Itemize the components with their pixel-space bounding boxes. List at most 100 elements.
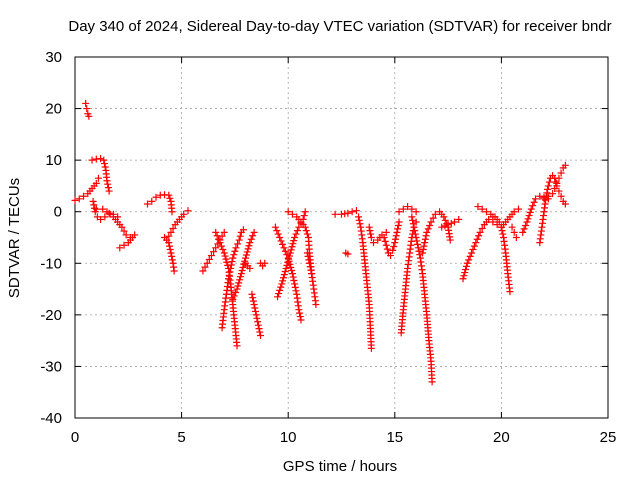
series-t35 <box>519 192 552 236</box>
data-point <box>271 223 279 231</box>
data-point <box>275 290 283 298</box>
data-point <box>468 249 476 257</box>
data-point <box>465 256 473 264</box>
data-point <box>288 243 296 251</box>
x-tick-label: 25 <box>600 429 617 446</box>
data-point <box>246 239 254 247</box>
data-point <box>553 179 561 187</box>
data-point <box>168 252 176 260</box>
data-point <box>103 177 111 185</box>
series-t23 <box>355 213 375 352</box>
data-point <box>408 213 416 221</box>
data-point <box>514 205 522 213</box>
data-point <box>555 187 563 195</box>
data-point <box>526 208 534 216</box>
data-point <box>446 236 454 244</box>
data-point <box>120 241 128 249</box>
data-point <box>301 223 309 231</box>
data-point <box>277 237 285 245</box>
data-point <box>498 227 506 235</box>
data-point <box>250 228 258 236</box>
series-t12 <box>212 228 241 350</box>
data-point <box>474 203 482 211</box>
series-t14 <box>242 259 254 272</box>
data-point <box>520 225 528 233</box>
data-point <box>283 261 291 269</box>
x-tick-label: 15 <box>386 429 403 446</box>
chart-title: Day 340 of 2024, Sidereal Day-to-day VTE… <box>68 18 611 35</box>
data-point <box>165 232 173 240</box>
data-point <box>199 267 207 275</box>
data-point <box>288 270 296 278</box>
data-point <box>543 189 551 197</box>
data-point <box>529 202 537 210</box>
data-point <box>287 246 295 254</box>
data-point <box>389 246 397 254</box>
data-point <box>90 201 98 209</box>
data-point <box>281 247 289 255</box>
data-point <box>230 292 238 300</box>
data-point <box>286 260 294 268</box>
data-point <box>412 234 420 241</box>
series-t21 <box>331 207 360 218</box>
data-point <box>527 205 535 213</box>
data-point <box>536 192 544 200</box>
data-point <box>231 247 239 255</box>
y-axis-label: SDTVAR / TECUs <box>6 178 23 298</box>
data-point <box>419 246 427 254</box>
data-point <box>476 228 484 236</box>
data-point <box>393 228 401 236</box>
data-point <box>295 306 303 314</box>
data-point <box>285 257 293 265</box>
grid <box>75 57 608 418</box>
y-tick-label: -30 <box>40 358 62 375</box>
data-point <box>245 242 253 250</box>
data-point <box>382 228 390 236</box>
data-point <box>544 192 552 200</box>
data-point <box>288 210 296 218</box>
data-point <box>184 207 192 215</box>
series-t29 <box>419 208 454 257</box>
x-axis-label: GPS time / hours <box>283 458 397 475</box>
data-point <box>296 309 304 317</box>
data-point <box>519 228 527 236</box>
series-t25 <box>380 218 403 260</box>
data-point <box>289 240 297 248</box>
data-point <box>240 260 248 268</box>
data-point <box>92 205 100 213</box>
data-point <box>485 215 493 223</box>
data-point <box>222 255 230 263</box>
data-point <box>463 259 471 267</box>
series-t30 <box>438 215 463 231</box>
data-point <box>487 210 495 218</box>
data-point <box>411 230 419 238</box>
data-point <box>295 223 303 231</box>
data-point <box>506 288 514 296</box>
series-t37 <box>540 161 569 203</box>
data-point <box>216 239 224 247</box>
data-point <box>201 263 209 271</box>
data-point <box>532 195 540 203</box>
data-point <box>220 228 228 236</box>
data-point <box>104 180 112 188</box>
data-point <box>426 221 434 229</box>
data-point <box>228 258 236 266</box>
data-point <box>104 184 112 192</box>
data-point <box>100 156 108 164</box>
data-point <box>415 247 423 255</box>
data-point <box>221 252 229 260</box>
series-t28 <box>408 213 436 386</box>
data-point <box>94 174 102 182</box>
data-point <box>290 276 298 284</box>
data-point <box>472 239 480 247</box>
data-point <box>180 210 188 218</box>
data-point <box>170 267 178 275</box>
data-point <box>489 218 497 226</box>
data-point <box>409 220 417 228</box>
data-point <box>444 221 452 229</box>
data-point <box>82 99 90 107</box>
data-point <box>420 242 428 250</box>
data-point <box>423 228 431 236</box>
data-point <box>281 268 289 276</box>
